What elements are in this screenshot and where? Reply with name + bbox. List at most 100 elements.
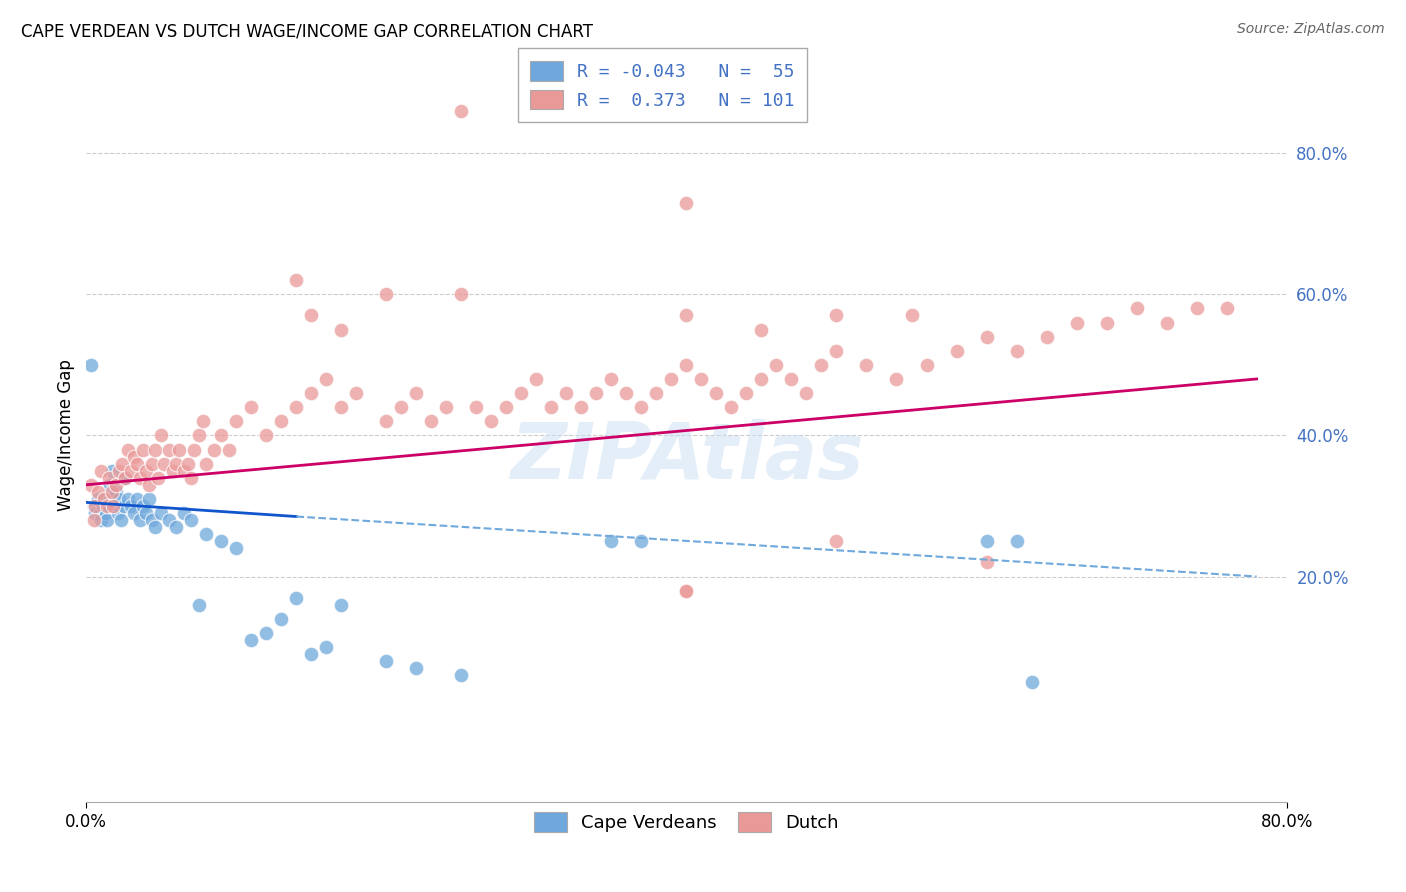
Point bbox=[299, 647, 322, 661]
Point bbox=[195, 527, 218, 541]
Point bbox=[195, 457, 218, 471]
Point bbox=[157, 513, 180, 527]
Point bbox=[1035, 329, 1057, 343]
Point bbox=[375, 654, 398, 668]
Point bbox=[796, 386, 818, 401]
Point bbox=[209, 428, 232, 442]
Point bbox=[915, 358, 938, 372]
Point bbox=[150, 506, 173, 520]
Point bbox=[97, 471, 120, 485]
Legend: Cape Verdeans, Dutch: Cape Verdeans, Dutch bbox=[522, 799, 852, 845]
Point bbox=[751, 372, 773, 386]
Point bbox=[675, 309, 697, 323]
Point bbox=[735, 386, 758, 401]
Point bbox=[148, 471, 170, 485]
Point bbox=[254, 428, 277, 442]
Point bbox=[976, 534, 998, 549]
Point bbox=[510, 386, 533, 401]
Point bbox=[420, 414, 443, 428]
Point bbox=[330, 322, 353, 336]
Y-axis label: Wage/Income Gap: Wage/Income Gap bbox=[58, 359, 75, 511]
Point bbox=[675, 583, 697, 598]
Point bbox=[630, 534, 652, 549]
Point bbox=[1066, 316, 1088, 330]
Text: CAPE VERDEAN VS DUTCH WAGE/INCOME GAP CORRELATION CHART: CAPE VERDEAN VS DUTCH WAGE/INCOME GAP CO… bbox=[21, 22, 593, 40]
Point bbox=[240, 400, 263, 414]
Point bbox=[330, 598, 353, 612]
Point bbox=[180, 513, 202, 527]
Point bbox=[1156, 316, 1178, 330]
Point bbox=[855, 358, 877, 372]
Point bbox=[405, 661, 427, 675]
Point bbox=[143, 520, 166, 534]
Point bbox=[129, 471, 152, 485]
Point bbox=[270, 414, 292, 428]
Point bbox=[180, 471, 202, 485]
Point bbox=[225, 541, 247, 556]
Point bbox=[270, 612, 292, 626]
Point bbox=[96, 499, 118, 513]
Point bbox=[202, 442, 225, 457]
Point bbox=[143, 442, 166, 457]
Point bbox=[1005, 343, 1028, 358]
Point bbox=[103, 499, 125, 513]
Point bbox=[165, 457, 187, 471]
Point bbox=[450, 668, 472, 682]
Point bbox=[218, 442, 240, 457]
Point bbox=[108, 491, 131, 506]
Point bbox=[187, 598, 209, 612]
Point bbox=[90, 464, 112, 478]
Point bbox=[810, 358, 832, 372]
Point bbox=[465, 400, 488, 414]
Point bbox=[89, 506, 111, 520]
Point bbox=[1125, 301, 1147, 316]
Point bbox=[127, 457, 149, 471]
Point bbox=[138, 491, 160, 506]
Point bbox=[900, 309, 922, 323]
Point bbox=[630, 400, 652, 414]
Point bbox=[153, 457, 176, 471]
Point bbox=[120, 499, 142, 513]
Point bbox=[479, 414, 502, 428]
Point bbox=[108, 464, 131, 478]
Point bbox=[375, 414, 398, 428]
Point bbox=[165, 520, 187, 534]
Point bbox=[706, 386, 728, 401]
Point bbox=[105, 484, 128, 499]
Point bbox=[129, 513, 152, 527]
Point bbox=[976, 329, 998, 343]
Point bbox=[87, 484, 110, 499]
Point bbox=[825, 309, 848, 323]
Point bbox=[675, 195, 697, 210]
Point bbox=[661, 372, 683, 386]
Point bbox=[91, 499, 114, 513]
Point bbox=[1095, 316, 1118, 330]
Point bbox=[285, 400, 308, 414]
Point bbox=[976, 555, 998, 569]
Point bbox=[80, 477, 103, 491]
Point bbox=[117, 491, 139, 506]
Point bbox=[720, 400, 742, 414]
Point bbox=[84, 506, 107, 520]
Text: ZIPAtlas: ZIPAtlas bbox=[510, 419, 863, 495]
Point bbox=[114, 471, 136, 485]
Point bbox=[450, 287, 472, 301]
Point bbox=[187, 428, 209, 442]
Point bbox=[616, 386, 638, 401]
Point bbox=[825, 534, 848, 549]
Point bbox=[177, 457, 200, 471]
Point bbox=[87, 491, 110, 506]
Point bbox=[299, 386, 322, 401]
Point bbox=[101, 464, 124, 478]
Point bbox=[124, 506, 146, 520]
Point bbox=[173, 506, 195, 520]
Point bbox=[780, 372, 803, 386]
Point bbox=[209, 534, 232, 549]
Point bbox=[315, 640, 337, 654]
Point bbox=[193, 414, 215, 428]
Point bbox=[315, 372, 337, 386]
Point bbox=[945, 343, 967, 358]
Point bbox=[169, 442, 191, 457]
Point bbox=[110, 513, 132, 527]
Point bbox=[1215, 301, 1237, 316]
